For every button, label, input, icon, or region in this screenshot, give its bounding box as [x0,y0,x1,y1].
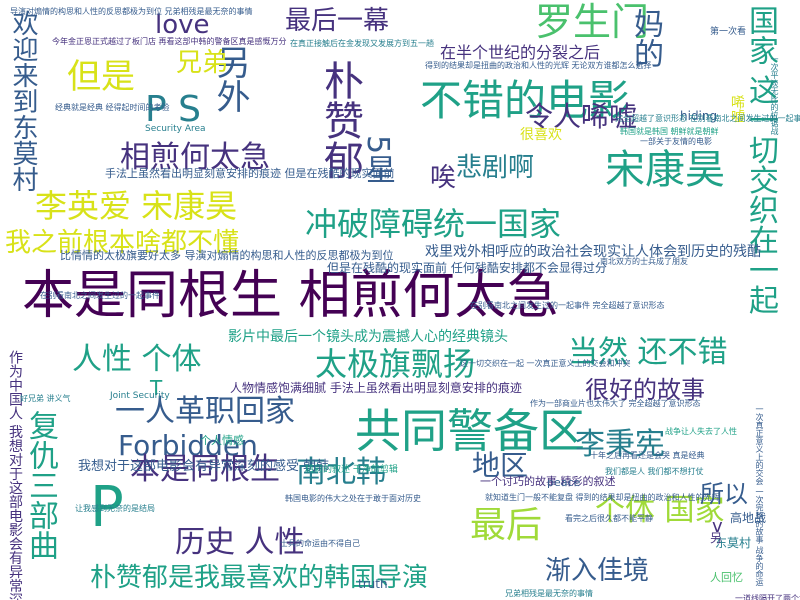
cloud-word: 比情情的太极旗要好太多 导演对煽情的构思和人性的反思都极为到位 [60,249,394,262]
cloud-word: Security Area [145,124,206,134]
cloud-word: 第一次看 [710,27,747,37]
cloud-word: 不错的电影 [420,76,631,125]
cloud-word: 在别看南北之间发生过的一起事件 完全超越了意识形态 [470,301,665,310]
cloud-word: 本是同根生 相煎何太急 [22,266,559,326]
cloud-word: 一次平淡无比的拉锯战 [770,55,779,135]
cloud-word: 高地战 [730,511,767,525]
cloud-word: 南北韩 [296,455,386,490]
cloud-word: 一个讨巧的故事 精彩的叙述 [480,475,616,488]
cloud-word: peace [547,476,581,489]
cloud-word: 我之前根本啥都不懂 [5,228,240,258]
cloud-word: 李秉宪 [575,427,665,462]
cloud-word: 朴赞郁是我最喜欢的韩国导演 [90,563,429,593]
cloud-word: 人性 个体 [72,342,202,377]
cloud-word: 很喜欢 [520,127,562,143]
cloud-word: 5星 [360,135,395,185]
cloud-word: 我想对于这部电影会有异常深刻的感受 朝韩 [78,459,330,474]
cloud-word: 地区 [472,449,529,482]
cloud-word: 让我感到无奈的是结局 [75,504,155,513]
cloud-word: 南北双方的士兵成了朋友 [600,257,688,266]
cloud-word: 得到的结果却是扭曲的政治和人性的光辉 无论双方谁都怎么选择 [425,61,652,70]
cloud-word: 就知道生门一般不能复盘 得到的结果却是扭曲的政治和人性的光辉 [485,493,720,502]
cloud-word: 今年金正恩正式越过了板门店 再看这部中韩的警备区真是感慨万分 [52,37,287,46]
cloud-word: 好兄弟 讲义气 [20,394,71,403]
cloud-word: 复仇三部曲 [23,410,58,560]
cloud-word: 本是同根生 [130,452,280,487]
cloud-word: 罗生门 [535,0,650,44]
cloud-word: 看完之后很久都不能平静 [565,514,653,523]
cloud-word: 这一切交织在一起 一次真正意义上的交会和冲突 [460,359,631,368]
cloud-word: 在真正接触后在金发现又发展方到五一趟 [290,39,434,48]
cloud-word: 朴赞郁 [317,60,363,180]
cloud-word: truth [358,577,388,591]
cloud-word: 悲剧啊 [456,153,535,183]
cloud-word: 但是 [67,57,135,97]
cloud-word: 戏里戏外相呼应的政治社会现实让人体会到历史的残酷 [425,244,761,260]
cloud-word: 所以 [700,480,748,508]
cloud-word: Forbidden [118,429,258,462]
cloud-word: 太极旗飘扬 [315,345,476,383]
cloud-word: 兄弟 [176,48,229,78]
cloud-word: 国家 这一切交织在一起 [743,5,778,315]
cloud-word: 相煎何太急 [120,140,270,175]
cloud-word: 宋康昊 [605,147,725,193]
cloud-word: 最后 [470,505,543,546]
cloud-word: 一道线隔开了两个世界 [735,594,800,600]
cloud-word: 令人唏嘘 [525,100,638,133]
cloud-word: 经典就是经典 经得起时间的考验 [55,103,170,112]
cloud-word: Joint Security [110,391,170,401]
cloud-word: 士兵的命运由不得自己 [280,539,360,548]
cloud-word: 另 [710,531,723,545]
cloud-word: P [90,475,124,540]
cloud-word: 共同警备区 [355,404,585,458]
cloud-word: 渐入佳境 [545,556,650,586]
cloud-word: 当然 还不错 [568,335,728,370]
cloud-word: 精彩的叙述 干净的剪辑 [305,465,398,475]
cloud-word: 作为中国人 我想对于这部电影会有异常深刻的感受 [7,350,23,600]
cloud-word: 在半个世纪的分裂之后 [440,43,601,62]
cloud-word: 很好的故事 [585,376,705,404]
cloud-word: 但是在残酷的现实面前 任何残酷安排都不会显得过分 [327,261,607,275]
cloud-word: 导演对煽情的构思和人性的反思都极为到位 兄弟相残是最无奈的事情 [10,7,253,16]
cloud-word: hiding [680,109,718,123]
cloud-word: 唏嘘 [729,95,745,123]
cloud-word: 韩国电影的伟大之处在于敢于面对历史 [285,494,421,503]
cloud-word: 手法上虽然看出明显刻意安排的痕迹 但是在残酷的现实面前 [105,167,395,180]
cloud-word: 冲破障碍统一国家 [305,205,562,243]
cloud-word: 十年之后再看还是会哭 真是经典 [590,451,705,460]
cloud-word: 人回忆 [710,571,743,584]
cloud-word: 个人情感 [200,434,244,447]
cloud-word: 唉 [430,163,457,193]
cloud-word: v [712,516,723,537]
cloud-word: 一部关于友情的电影 [640,137,712,146]
cloud-word: 东莫村 [715,536,752,550]
cloud-word: 兄弟相残是最无奈的事情 [505,589,593,598]
cloud-word: 李英爱 宋康昊 [35,187,238,225]
cloud-word: love [155,10,210,40]
cloud-word: 作为一部商业片也太伟大了 完全超越了意识形态 [530,399,701,408]
cloud-word: 完全超越了意识形态 在别看南北之间发生过的一起事件 [615,114,800,123]
cloud-word: 韩国就是韩国 朝鲜就是朝鲜 [620,127,719,136]
cloud-word: 欢迎来到东莫村 [8,10,38,192]
cloud-word: 个体 国家 [595,493,725,528]
cloud-word: 最后一幕 [285,6,390,36]
cloud-word: 战争让人失去了人性 [665,427,737,436]
cloud-word: 我们都是人 我们都不想打仗 [605,467,704,476]
cloud-word: T [150,376,163,400]
cloud-word: 一次真正意义上的交会 一次完整的故事 战争的命运 [755,405,764,587]
cloud-word: 历史 人性 [175,525,305,560]
cloud-word: 在别看南北之间发生过的一起事件 [40,291,160,300]
cloud-word: 一人革职回家 [115,394,295,429]
cloud-word: 另外 [210,45,250,113]
cloud-word: P S [145,89,202,130]
cloud-word: 人物情感饱满细腻 手法上虽然看出明显刻意安排的痕迹 [230,381,522,395]
cloud-word: 妈的 [628,8,663,68]
cloud-word: 影片中最后一个镜头成为震撼人心的经典镜头 [228,329,508,345]
